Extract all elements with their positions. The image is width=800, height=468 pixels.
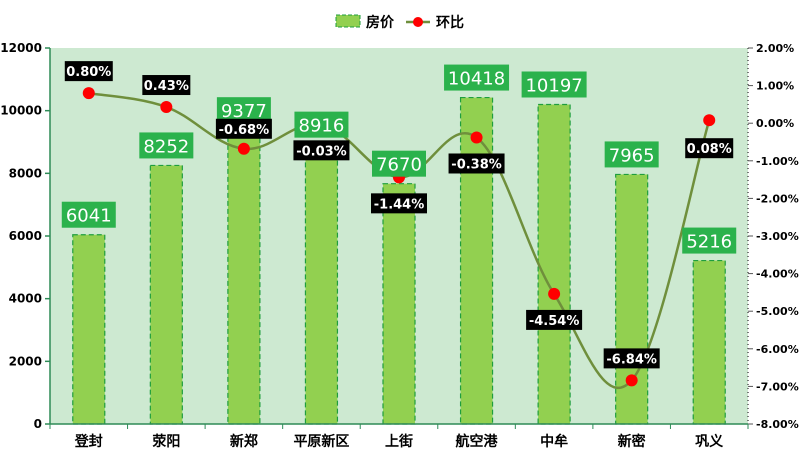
mom-value-label: -4.54% (529, 314, 580, 329)
y-right-tick-label: -6.00% (756, 343, 799, 356)
bar-value-label: 10418 (448, 69, 505, 90)
bar-value-label: 8916 (299, 116, 345, 137)
y-right-tick-label: -5.00% (756, 305, 799, 318)
y-left-tick-label: 8000 (9, 166, 42, 180)
mom-value-label: 0.43% (144, 79, 189, 94)
bar (692, 259, 726, 425)
y-right-tick-label: -3.00% (756, 230, 799, 243)
bar-value-label-bg (682, 227, 737, 254)
y-right-tick-label: 1.00% (756, 80, 794, 93)
mom-value-label-bg (448, 153, 505, 174)
bar (459, 96, 494, 425)
mom-value-label: -1.44% (374, 197, 425, 212)
x-category-label: 新密 (618, 433, 646, 450)
bar-value-label-bg (294, 111, 349, 138)
mom-marker (160, 101, 173, 114)
x-category-label: 荥阳 (152, 433, 180, 450)
y-left-tick-label: 2000 (9, 354, 42, 368)
mom-marker (470, 131, 483, 144)
legend-swatch-bar (335, 14, 361, 28)
y-right-tick-label: -8.00% (756, 418, 799, 431)
bar (72, 234, 106, 425)
x-category-label: 上街 (385, 433, 413, 450)
bar-value-label: 9377 (221, 101, 267, 122)
mom-value-label: -0.68% (219, 123, 270, 138)
y-right-tick-label: -7.00% (756, 380, 799, 393)
x-category-label: 新郑 (230, 433, 258, 450)
bar-value-label: 6041 (66, 206, 112, 227)
mom-value-label: -0.38% (451, 157, 502, 172)
y-left-tick-label: 10000 (0, 104, 42, 118)
mom-value-label-bg (293, 140, 350, 161)
bar-value-label: 5216 (686, 232, 732, 253)
bar-value-label: 7965 (609, 145, 655, 166)
bar (304, 144, 339, 425)
y-right-tick-label: -1.00% (756, 155, 799, 168)
bar-value-label-bg (444, 64, 510, 91)
bar-value-label: 7670 (376, 155, 422, 176)
legend-label-line: 环比 (436, 14, 464, 31)
mom-value-label: -6.84% (606, 352, 657, 367)
mom-marker (703, 114, 716, 127)
bar (227, 129, 261, 425)
y-right-tick-label: 2.00% (756, 42, 794, 55)
y-right-tick-label: 0.00% (756, 117, 794, 130)
y-left-tick-label: 4000 (9, 292, 42, 306)
x-category-label: 登封 (74, 433, 103, 450)
x-category-label: 航空港 (456, 433, 499, 450)
bar (382, 183, 416, 425)
y-left-tick-label: 6000 (9, 229, 42, 243)
mom-value-label-bg (603, 348, 660, 369)
bar-value-label-bg (604, 141, 659, 168)
bar-value-label: 8252 (143, 136, 189, 157)
y-left-tick-label: 12000 (0, 41, 42, 55)
x-category-label: 平原新区 (293, 433, 349, 450)
mom-marker (237, 142, 250, 155)
mom-value-label-bg (142, 75, 191, 96)
bar (537, 103, 571, 425)
mom-marker (82, 87, 95, 100)
bar-value-label-bg (521, 71, 587, 98)
bar-value-label-bg (139, 132, 194, 159)
bar-value-label: 10197 (525, 75, 582, 96)
bar-value-label-bg (372, 150, 426, 177)
x-category-label: 巩义 (695, 433, 723, 450)
mom-value-label-bg (685, 138, 734, 159)
y-right-tick-label: -4.00% (756, 268, 799, 281)
bar (149, 164, 183, 425)
y-right-tick-label: -2.00% (756, 192, 799, 205)
bar-value-label-bg (61, 201, 116, 228)
mom-value-label: 0.80% (66, 65, 111, 80)
legend-swatch-marker (413, 17, 423, 27)
legend-label-bar: 房价 (366, 14, 395, 31)
mom-value-label-bg (215, 118, 272, 139)
mom-value-label-bg (64, 61, 113, 82)
x-category-label: 中牟 (540, 433, 568, 450)
mom-marker (625, 374, 638, 387)
mom-value-label-bg (526, 309, 583, 330)
mom-value-label: -0.03% (296, 144, 347, 159)
mom-marker (548, 287, 561, 300)
mom-value-label-bg (371, 193, 427, 214)
y-left-tick-label: 0 (34, 417, 42, 431)
mom-value-label: 0.08% (687, 142, 732, 157)
